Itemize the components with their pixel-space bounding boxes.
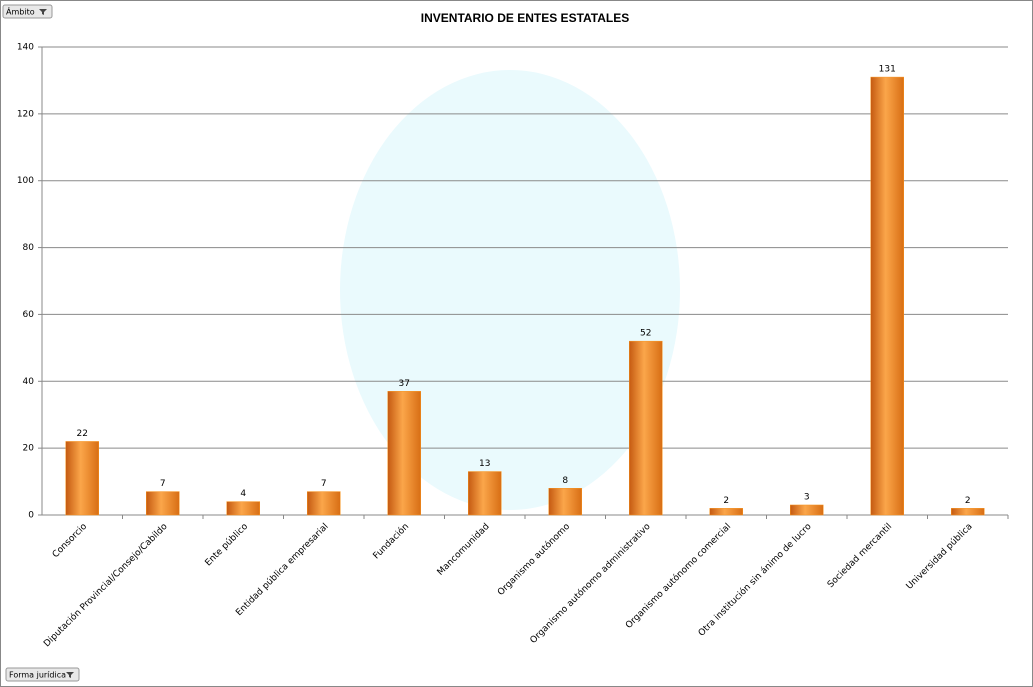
value-label: 3 (804, 492, 810, 502)
bar (870, 76, 904, 516)
bar (548, 488, 582, 516)
bar (790, 504, 824, 516)
y-tick-label: 20 (23, 444, 35, 454)
bar (146, 491, 180, 516)
value-label: 13 (479, 459, 490, 469)
value-label: 7 (321, 479, 327, 489)
bar (629, 340, 663, 516)
value-label: 37 (399, 379, 410, 389)
y-tick-label: 0 (28, 511, 34, 521)
bar (226, 501, 260, 516)
field-button-label[interactable]: Forma jurídica (9, 671, 66, 680)
y-tick-label: 100 (17, 176, 34, 186)
y-tick-label: 80 (23, 243, 35, 253)
y-tick-label: 120 (17, 109, 34, 119)
bar (387, 391, 421, 516)
field-button-label[interactable]: Ámbito (6, 6, 35, 17)
watermark (340, 70, 680, 510)
chart-title: INVENTARIO DE ENTES ESTATALES (421, 11, 629, 25)
value-label: 2 (965, 496, 971, 506)
field-button[interactable]: Ámbito (2, 4, 53, 19)
y-tick-label: 60 (23, 310, 35, 320)
value-label: 2 (723, 496, 729, 506)
bar (65, 441, 99, 516)
bar (307, 491, 341, 516)
bar (468, 471, 502, 516)
value-label: 131 (879, 65, 896, 75)
bar (709, 508, 743, 516)
bar (951, 508, 985, 516)
value-label: 7 (160, 479, 166, 489)
y-tick-label: 140 (17, 43, 34, 53)
y-tick-label: 40 (23, 377, 35, 387)
field-button[interactable]: Forma jurídica (5, 667, 80, 682)
value-label: 52 (640, 329, 651, 339)
value-label: 8 (562, 476, 568, 486)
value-label: 22 (77, 429, 88, 439)
value-label: 4 (240, 489, 246, 499)
